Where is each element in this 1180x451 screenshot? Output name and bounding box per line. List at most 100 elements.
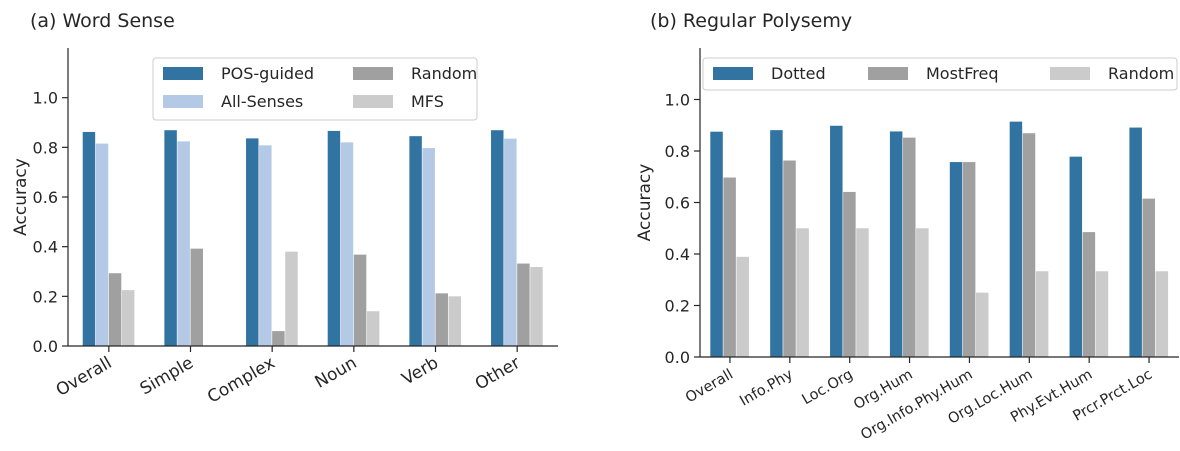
bar <box>164 130 177 346</box>
bar <box>1069 156 1083 357</box>
legend-item: POS-guided <box>163 64 314 83</box>
bar <box>121 290 135 347</box>
legend-label: POS-guided <box>221 64 314 83</box>
bar <box>409 136 422 346</box>
bar <box>95 143 109 346</box>
bar <box>422 148 435 346</box>
legend-swatch <box>713 67 753 80</box>
legend-item: All-Senses <box>163 92 303 111</box>
bar <box>830 125 843 357</box>
series-dotted <box>710 121 1142 357</box>
y-tick-label: 0.0 <box>665 348 690 367</box>
bar <box>340 142 354 346</box>
legend: Dotted MostFreq Random <box>702 57 1178 91</box>
series-pos-guided <box>82 130 504 346</box>
bar <box>1129 127 1142 357</box>
series-mfs <box>121 251 543 347</box>
x-tick-label: Info.Phy <box>737 366 796 409</box>
y-tick-label: 0.4 <box>665 245 690 264</box>
bar <box>962 162 976 357</box>
legend-item: Dotted <box>713 64 826 83</box>
bar <box>770 130 783 357</box>
y-tick-label: 0.0 <box>33 337 58 356</box>
x-tick-label: Org.Info.Phy.Hum <box>858 367 975 444</box>
bar <box>796 228 809 357</box>
bar <box>1095 271 1109 357</box>
bar <box>856 228 869 357</box>
bar <box>1022 133 1036 357</box>
bar <box>783 160 796 357</box>
bar <box>975 292 989 358</box>
x-tick-label: Loc.Org <box>800 367 856 409</box>
y-tick-label: 1.0 <box>665 91 690 110</box>
bar <box>530 267 543 346</box>
bar <box>517 263 530 346</box>
bar <box>448 296 462 346</box>
x-tick-label: Overall <box>53 353 116 401</box>
chart-title: (a) Word Sense <box>30 10 175 32</box>
legend-frame <box>152 57 478 121</box>
bar <box>949 162 963 357</box>
bar <box>1035 271 1049 357</box>
y-tick-label: 0.2 <box>665 297 690 316</box>
legend-item: MFS <box>353 92 444 111</box>
bar <box>916 228 929 357</box>
legend-label: Random <box>1108 64 1174 83</box>
legend-swatch <box>353 95 393 108</box>
bar <box>1142 198 1156 357</box>
x-tick-label: Noun <box>312 353 361 393</box>
x-tick-label: Other <box>472 353 524 394</box>
y-tick-label: 0.6 <box>665 194 690 213</box>
bar <box>889 131 903 357</box>
y-tick-label: 0.8 <box>665 142 690 161</box>
bar <box>366 311 380 346</box>
bar <box>504 138 517 346</box>
bar <box>327 130 341 346</box>
x-tick-label: Complex <box>204 353 279 408</box>
legend-item: Random <box>353 64 477 83</box>
legend-item: MostFreq <box>868 64 998 83</box>
bar <box>1009 121 1023 357</box>
y-tick-label: 0.2 <box>33 287 58 306</box>
legend-frame <box>702 57 1178 91</box>
legend-swatch <box>163 67 203 80</box>
bar <box>285 251 298 346</box>
y-tick-label: 0.4 <box>33 238 58 257</box>
series-random <box>108 248 530 346</box>
legend-swatch <box>1050 67 1090 80</box>
bar <box>491 130 504 346</box>
legend-item: Random <box>1050 64 1174 83</box>
bar <box>903 137 916 357</box>
y-tick-label: 0.8 <box>33 138 58 157</box>
bar <box>1155 271 1169 357</box>
bar <box>246 138 259 346</box>
legend-swatch <box>163 95 203 108</box>
bar <box>435 293 448 346</box>
series-random <box>736 228 1169 358</box>
bar <box>1082 232 1096 357</box>
series-all-senses <box>95 138 517 346</box>
bar <box>843 191 856 357</box>
series-mostfreq <box>723 133 1156 357</box>
bar <box>82 131 96 346</box>
bar <box>710 131 723 357</box>
legend-label: MostFreq <box>926 64 998 83</box>
y-tick-label: 0.6 <box>33 188 58 207</box>
y-axis-label: Accuracy <box>635 164 655 242</box>
x-tick-label: Overall <box>683 367 736 407</box>
legend-label: MFS <box>411 92 444 111</box>
x-tick-label: Simple <box>137 353 197 399</box>
chart-regular-polysemy: (b) Regular Polysemy Accuracy 0.0 0.2 0.4 0.6… <box>635 10 1179 443</box>
chart-title: (b) Regular Polysemy <box>650 10 852 32</box>
bar <box>190 248 203 346</box>
y-axis-label: Accuracy <box>11 158 31 236</box>
bar <box>736 256 749 357</box>
chart-word-sense: (a) Word Sense Accuracy 0.0 0.2 0.4 0.6 0.8 1.0… <box>11 10 558 408</box>
bar <box>272 331 285 346</box>
legend-label: Dotted <box>771 64 826 83</box>
legend-label: All-Senses <box>221 92 303 111</box>
bar <box>108 273 122 346</box>
legend: POS-guided All-Senses Random MFS <box>152 57 478 121</box>
bar <box>177 141 190 346</box>
